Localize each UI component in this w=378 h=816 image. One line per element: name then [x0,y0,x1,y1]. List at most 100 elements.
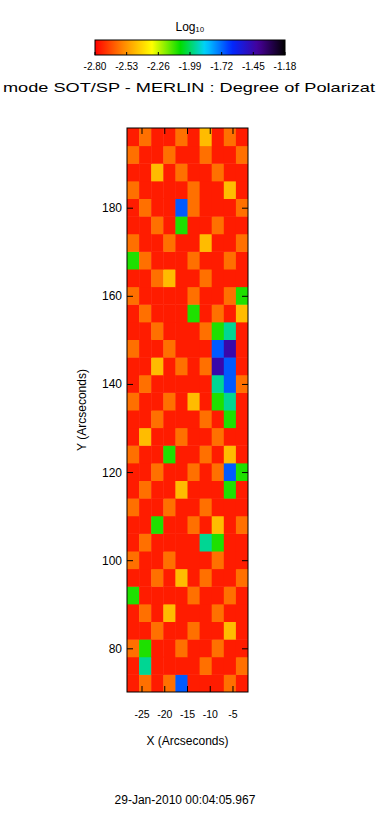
cell [127,533,140,551]
cell [200,551,213,569]
cell [175,604,188,622]
y-tick-label: 140 [102,377,122,391]
cell [151,481,164,499]
cell [139,516,152,534]
cell [200,128,213,146]
cell [175,128,188,146]
cell [236,199,248,217]
cell [212,234,225,252]
cell [151,128,164,146]
cell [127,551,140,569]
cell [139,181,152,199]
chart: Log₁₀-2.80-2.53-2.26-1.99-1.72-1.45-1.18… [0,0,378,816]
cell [200,340,213,358]
cell [200,516,213,534]
cell [212,481,225,499]
cell [139,128,152,146]
cell [212,657,225,675]
cell [175,322,188,340]
cell [212,569,225,587]
cell [127,410,140,428]
cell [224,586,237,604]
cell [212,304,225,322]
cell [163,375,176,393]
cell [139,569,152,587]
cell [224,340,237,358]
cell [139,287,152,305]
cell [200,622,213,640]
cell [151,533,164,551]
cell [212,128,225,146]
cell [151,322,164,340]
cell [163,674,176,692]
cell [200,604,213,622]
cell [200,216,213,234]
cell [200,498,213,516]
cell [224,674,237,692]
cell [163,410,176,428]
cell [163,569,176,587]
cell [200,533,213,551]
cell [175,551,188,569]
x-tick [142,128,143,134]
cell [224,516,237,534]
cell [200,234,213,252]
cell [236,216,248,234]
x-tick-label: -5 [228,708,237,720]
cell [224,622,237,640]
cell [127,445,140,463]
cell [224,463,237,481]
cell [139,375,152,393]
cell [139,445,152,463]
x-tick-label: -25 [134,708,149,720]
cell [139,146,152,164]
x-tick [210,128,211,134]
cell [236,604,248,622]
cell [188,498,201,516]
cell [139,586,152,604]
cell [139,199,152,217]
cell [236,322,248,340]
cell [200,410,213,428]
cell [139,639,152,657]
cell [236,674,248,692]
cell [175,357,188,375]
cell [212,269,225,287]
cell [127,392,140,410]
cell [163,269,176,287]
cell [151,375,164,393]
y-tick [242,560,248,561]
cell [188,287,201,305]
cell [175,463,188,481]
cell [163,163,176,181]
cell [127,163,140,181]
cell [151,516,164,534]
cell [175,569,188,587]
cell [236,657,248,675]
cell [188,533,201,551]
cell [224,428,237,446]
cell [163,604,176,622]
cell [151,428,164,446]
cell [236,622,248,640]
cell [163,392,176,410]
cell [188,146,201,164]
cell [175,622,188,640]
cell [175,657,188,675]
cell [151,445,164,463]
cell [127,304,140,322]
cell [188,181,201,199]
cell [224,357,237,375]
cell [236,533,248,551]
cell [236,551,248,569]
cell [139,498,152,516]
cell [127,674,140,692]
cell [224,551,237,569]
cell [127,375,140,393]
cell [175,216,188,234]
cell [224,569,237,587]
cell [200,287,213,305]
cell [200,181,213,199]
cell [224,481,237,499]
cell [175,410,188,428]
